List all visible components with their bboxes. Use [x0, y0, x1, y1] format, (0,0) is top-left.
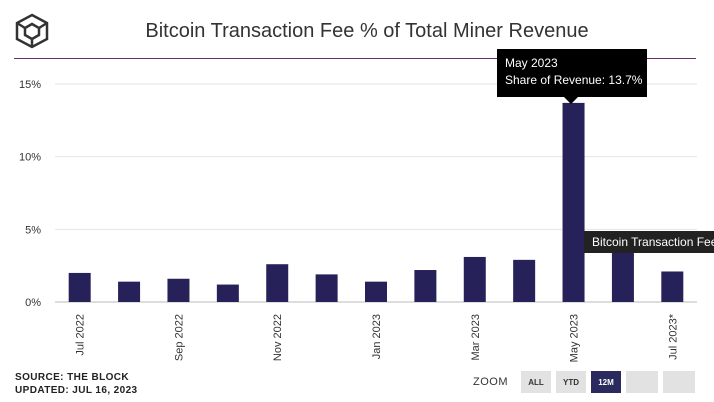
- bar[interactable]: [216, 284, 239, 302]
- tooltip-pointer: [564, 97, 578, 104]
- series-label: Bitcoin Transaction Fee: [584, 231, 714, 253]
- source-text: SOURCE: THE BLOCK: [15, 372, 130, 383]
- chart-tooltip: May 2023 Share of Revenue: 13.7%: [497, 49, 647, 97]
- zoom-all-button[interactable]: ALL: [521, 371, 551, 393]
- y-tick-label: 5%: [25, 224, 41, 236]
- x-tick-label: Sep 2022: [173, 314, 185, 361]
- y-tick-label: 0%: [25, 297, 41, 309]
- bar[interactable]: [167, 278, 190, 302]
- bar[interactable]: [562, 102, 585, 302]
- updated-text: UPDATED: JUL 16, 2023: [15, 385, 138, 396]
- zoom-controls: ZOOM ALL YTD 12M: [473, 371, 695, 393]
- y-tick-label: 10%: [19, 152, 41, 164]
- zoom-ytd-button[interactable]: YTD: [556, 371, 586, 393]
- cube-logo-icon: [15, 13, 49, 49]
- y-tick-label: 15%: [19, 79, 41, 91]
- bar[interactable]: [68, 272, 91, 302]
- x-tick-label: Jul 2022: [75, 314, 87, 356]
- title-divider: [14, 58, 696, 59]
- tooltip-value: Share of Revenue: 13.7%: [505, 73, 643, 87]
- x-tick-label: Jul 2023*: [667, 313, 679, 360]
- bar[interactable]: [611, 252, 634, 302]
- bar[interactable]: [266, 264, 289, 302]
- chart-title: Bitcoin Transaction Fee % of Total Miner…: [145, 20, 589, 42]
- zoom-label: ZOOM: [473, 376, 508, 388]
- bar[interactable]: [463, 256, 486, 302]
- bar[interactable]: [513, 259, 536, 302]
- x-tick-label: May 2023: [569, 314, 581, 362]
- zoom-12m-button[interactable]: 12M: [591, 371, 621, 393]
- tooltip-date: May 2023: [505, 56, 558, 70]
- bar[interactable]: [365, 281, 387, 302]
- zoom-extra-button-2[interactable]: [663, 371, 695, 393]
- source-info: SOURCE: THE BLOCK UPDATED: JUL 16, 2023: [15, 371, 138, 397]
- x-tick-label: Nov 2022: [272, 314, 284, 361]
- bar[interactable]: [661, 271, 684, 302]
- the-block-logo: [14, 13, 50, 49]
- zoom-extra-button-1[interactable]: [626, 371, 658, 393]
- bar[interactable]: [315, 274, 338, 302]
- x-tick-label: Mar 2023: [470, 314, 482, 360]
- x-tick-label: Jan 2023: [371, 314, 383, 359]
- bar[interactable]: [118, 281, 141, 302]
- bar[interactable]: [414, 270, 437, 302]
